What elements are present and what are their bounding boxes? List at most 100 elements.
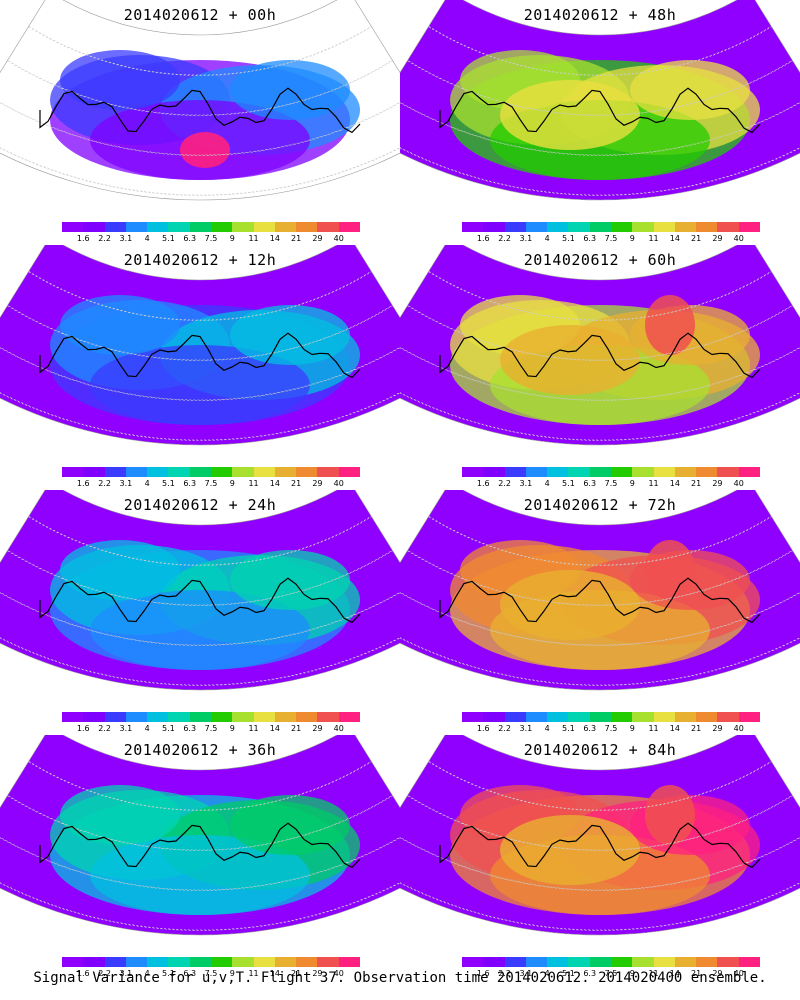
colorbar-tick-label: 2.2 <box>98 234 111 243</box>
colorbar-tick-label: 2.2 <box>498 724 511 733</box>
panel-title: 2014020612 + 60h <box>523 251 677 269</box>
colorbar-ticks: 1.6 2.2 3.1 4 5.1 6.3 7.5 9 11 14 21 29 40 <box>454 969 764 979</box>
colorbar-tick-label: 7.5 <box>204 234 218 243</box>
colorbar-swatch <box>147 712 169 722</box>
colorbar-swatch <box>168 712 190 722</box>
colorbar-swatch <box>674 957 697 967</box>
map-panel: 2014020612 + 48h 1.6 2.2 3.1 4 5.1 6.3 7.5 9 11 14… <box>400 0 800 245</box>
colorbar-tick-label: 1.6 <box>76 724 90 733</box>
colorbar-tick-label: 40 <box>733 969 744 978</box>
colorbar-tick-label: 21 <box>291 724 302 733</box>
colorbar-tick-label: 29 <box>712 969 723 978</box>
colorbar-swatch <box>674 222 697 232</box>
colorbar-swatch <box>610 467 633 477</box>
colorbar-tick-label: 11 <box>648 969 659 978</box>
colorbar-tick-label: 29 <box>312 724 323 733</box>
colorbar-tick-label: 4 <box>144 724 150 733</box>
colorbar-swatch <box>210 957 233 967</box>
colorbar-tick-label: 1.6 <box>476 479 490 488</box>
colorbar-swatch <box>147 957 169 967</box>
colorbar-swatch <box>189 712 211 722</box>
colorbar-tick-label: 14 <box>269 234 280 243</box>
colorbar-tick-label: 9 <box>629 724 635 733</box>
colorbar-tick-label: 3.1 <box>519 479 533 488</box>
colorbar-tick-label: 7.5 <box>604 479 618 488</box>
colorbar-tick-label: 14 <box>269 479 280 488</box>
colorbar-tick-label: 3.1 <box>519 969 533 978</box>
colorbar-tick-label: 2.2 <box>498 969 511 978</box>
colorbar-swatch <box>525 957 548 967</box>
colorbar-swatch <box>525 712 548 722</box>
colorbar-swatch <box>483 957 505 967</box>
colorbar-ticks: 1.6 2.2 3.1 4 5.1 6.3 7.5 9 11 14 21 29 40 <box>454 724 764 734</box>
colorbar-ticks: 1.6 2.2 3.1 4 5.1 6.3 7.5 9 11 14 21 29 40 <box>54 969 364 979</box>
colorbar <box>462 467 760 477</box>
colorbar-swatch <box>568 222 590 232</box>
colorbar <box>462 957 760 967</box>
colorbar-tick-label: 5.1 <box>162 479 175 488</box>
colorbar-tick-label: 11 <box>648 479 659 488</box>
colorbar-swatch <box>462 712 484 722</box>
colorbar-tick-label: 29 <box>712 234 723 243</box>
colorbar-swatch <box>568 957 590 967</box>
colorbar-swatch <box>674 712 697 722</box>
forecast-map <box>400 735 800 936</box>
colorbar-tick-label: 9 <box>229 234 235 243</box>
colorbar-tick-label: 3.1 <box>119 234 133 243</box>
colorbar-tick-label: 7.5 <box>604 234 618 243</box>
colorbar-swatch <box>104 712 126 722</box>
colorbar-tick-label: 14 <box>269 969 280 978</box>
colorbar-tick-label: 1.6 <box>76 479 90 488</box>
colorbar-tick-label: 6.3 <box>583 234 597 243</box>
colorbar-swatch <box>483 712 505 722</box>
colorbar-swatch <box>568 467 590 477</box>
colorbar-tick-label: 7.5 <box>604 969 618 978</box>
colorbar-swatch <box>168 467 190 477</box>
colorbar-swatch <box>610 957 633 967</box>
colorbar-swatch <box>83 222 105 232</box>
colorbar-swatch <box>547 467 569 477</box>
colorbar-tick-label: 9 <box>229 724 235 733</box>
colorbar-tick-label: 2.2 <box>498 234 511 243</box>
colorbar-swatch <box>168 222 190 232</box>
colorbar-tick-label: 4 <box>144 234 150 243</box>
colorbar-swatch <box>232 712 254 722</box>
colorbar-tick-label: 29 <box>312 969 323 978</box>
colorbar-tick-label: 9 <box>629 479 635 488</box>
colorbar-swatch <box>525 222 548 232</box>
colorbar-ticks: 1.6 2.2 3.1 4 5.1 6.3 7.5 9 11 14 21 29 40 <box>54 724 364 734</box>
colorbar-swatch <box>83 712 105 722</box>
colorbar-ticks: 1.6 2.2 3.1 4 5.1 6.3 7.5 9 11 14 21 29 40 <box>454 234 764 244</box>
forecast-map <box>400 0 800 201</box>
colorbar-swatch <box>589 957 611 967</box>
map-panel: 2014020612 + 24h 1.6 2.2 3.1 4 5.1 6.3 7.5 9 11 14… <box>0 490 400 735</box>
colorbar-tick-label: 9 <box>629 969 635 978</box>
colorbar-swatch <box>338 467 360 477</box>
colorbar-swatch <box>274 222 297 232</box>
colorbar-swatch <box>317 957 339 967</box>
colorbar-swatch <box>253 467 275 477</box>
colorbar-swatch <box>296 957 318 967</box>
colorbar-swatch <box>274 957 297 967</box>
colorbar-swatch <box>504 712 526 722</box>
colorbar-ticks: 1.6 2.2 3.1 4 5.1 6.3 7.5 9 11 14 21 29 40 <box>454 479 764 489</box>
colorbar-tick-label: 5.1 <box>562 234 575 243</box>
colorbar-tick-label: 5.1 <box>162 234 175 243</box>
colorbar-swatch <box>338 222 360 232</box>
colorbar <box>62 712 360 722</box>
colorbar-tick-label: 40 <box>333 969 344 978</box>
forecast-map <box>400 245 800 446</box>
forecast-map <box>0 245 400 446</box>
panel-title: 2014020612 + 72h <box>523 496 677 514</box>
colorbar-tick-label: 6.3 <box>183 234 197 243</box>
colorbar-swatch <box>525 467 548 477</box>
colorbar-swatch <box>147 222 169 232</box>
colorbar-swatch <box>317 222 339 232</box>
colorbar-swatch <box>210 712 233 722</box>
colorbar-tick-label: 9 <box>629 234 635 243</box>
colorbar-swatch <box>738 957 760 967</box>
colorbar-swatch <box>674 467 697 477</box>
colorbar-tick-label: 14 <box>669 479 680 488</box>
colorbar-swatch <box>632 957 654 967</box>
panel-title: 2014020612 + 36h <box>123 741 277 759</box>
